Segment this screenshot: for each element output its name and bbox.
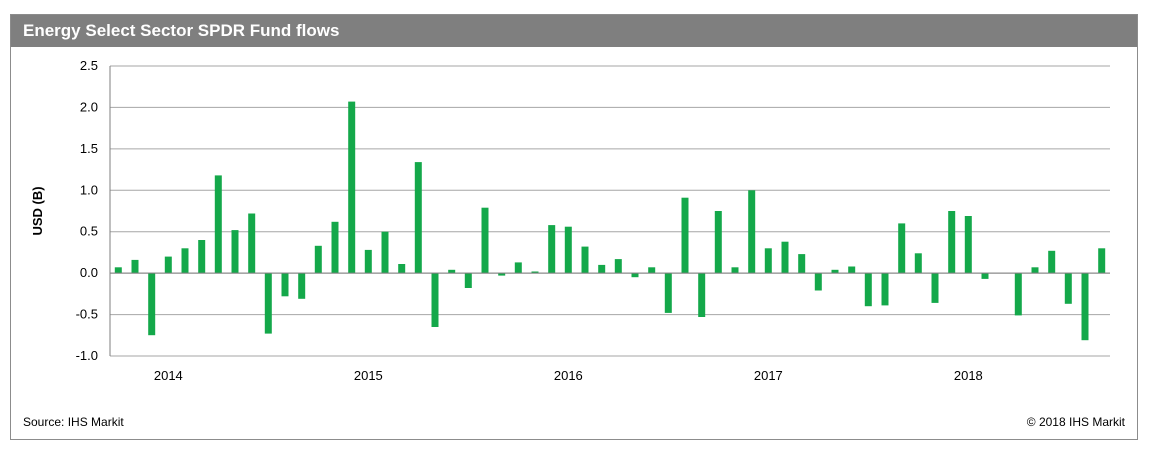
- bar: [364, 249, 372, 274]
- y-tick-label: 0.5: [80, 224, 98, 239]
- bar: [798, 254, 806, 274]
- bar: [664, 273, 672, 313]
- bar: [981, 273, 989, 279]
- bar: [431, 273, 439, 327]
- bar: [348, 101, 356, 274]
- bar: [598, 264, 606, 274]
- bar: [231, 230, 239, 274]
- bar: [1031, 267, 1039, 274]
- bar: [1081, 273, 1089, 341]
- bar: [564, 226, 572, 274]
- bar: [964, 216, 972, 274]
- y-tick-label: 2.0: [80, 99, 98, 114]
- bar: [281, 273, 289, 297]
- bar: [481, 207, 489, 274]
- bar: [148, 273, 156, 336]
- y-tick-label: 1.5: [80, 141, 98, 156]
- grid-lines: [110, 65, 1110, 357]
- y-tick-label: -1.0: [76, 348, 98, 363]
- bar: [314, 245, 322, 274]
- bar: [914, 253, 922, 274]
- x-tick-label: 2017: [754, 368, 783, 383]
- x-tick-label: 2015: [354, 368, 383, 383]
- bar: [181, 248, 189, 274]
- bar: [331, 221, 339, 274]
- copyright-note: © 2018 IHS Markit: [1026, 415, 1125, 429]
- bar: [881, 273, 889, 306]
- bar: [648, 267, 656, 274]
- bar: [264, 273, 272, 334]
- bar: [848, 266, 856, 274]
- bar: [1048, 250, 1056, 274]
- bar: [1014, 273, 1022, 316]
- x-tick-label: 2016: [554, 368, 583, 383]
- bar: [448, 269, 456, 274]
- bar: [381, 231, 389, 274]
- bar: [614, 259, 622, 274]
- x-tick-label: 2014: [154, 368, 183, 383]
- bar: [781, 241, 789, 274]
- bar: [198, 240, 206, 274]
- source-note: Source: IHS Markit: [23, 415, 124, 429]
- bar: [214, 175, 222, 274]
- bar: [298, 273, 306, 299]
- bar: [898, 223, 906, 274]
- bar: [498, 273, 506, 276]
- bar: [814, 273, 822, 291]
- axes: -1.0 -0.5 0.0 0.5 1.0 1.5 2.0 2.5 2014 2015 2016 20…: [76, 58, 1110, 383]
- bar: [248, 213, 256, 274]
- bars: [114, 101, 1106, 341]
- bar: [114, 267, 122, 274]
- bar: [864, 273, 872, 307]
- bar: [1064, 273, 1072, 304]
- y-axis-label: USD (B): [30, 186, 45, 235]
- bar: [414, 162, 422, 274]
- bar: [464, 273, 472, 288]
- bar: [581, 246, 589, 274]
- bar: [398, 264, 406, 274]
- bar: [131, 259, 139, 274]
- bar: [714, 211, 722, 274]
- bar: [948, 211, 956, 274]
- y-tick-label: 0.0: [80, 265, 98, 280]
- x-tick-label: 2018: [954, 368, 983, 383]
- bar: [764, 248, 772, 274]
- chart-header: Energy Select Sector SPDR Fund flows: [11, 15, 1137, 47]
- bar: [831, 269, 839, 274]
- bar: [631, 273, 639, 278]
- bar: [731, 267, 739, 274]
- y-tick-label: 1.0: [80, 182, 98, 197]
- bar: [514, 262, 522, 274]
- bar: [931, 273, 939, 303]
- bar: [164, 256, 172, 274]
- y-tick-label: 2.5: [80, 58, 98, 73]
- bar: [681, 197, 689, 274]
- bar: [1098, 248, 1106, 274]
- chart-title: Energy Select Sector SPDR Fund flows: [23, 21, 340, 40]
- bar: [698, 273, 706, 317]
- y-tick-label: -0.5: [76, 307, 98, 322]
- bar: [531, 271, 539, 274]
- bar: [548, 225, 556, 274]
- bar: [748, 190, 756, 274]
